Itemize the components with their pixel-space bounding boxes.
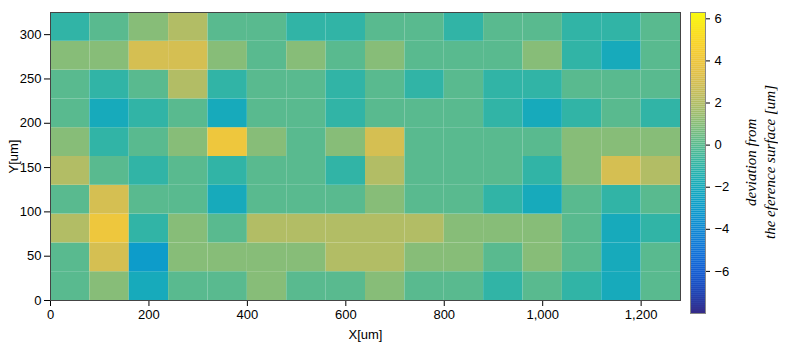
svg-text:800: 800 [433, 307, 455, 322]
svg-text:−4: −4 [715, 221, 730, 236]
svg-text:1,200: 1,200 [625, 307, 658, 322]
svg-text:200: 200 [20, 115, 42, 130]
svg-text:0: 0 [47, 307, 54, 322]
svg-text:−6: −6 [715, 264, 730, 279]
svg-text:50: 50 [27, 248, 41, 263]
svg-text:400: 400 [237, 307, 259, 322]
svg-text:600: 600 [335, 307, 357, 322]
svg-text:4: 4 [715, 53, 722, 68]
svg-text:300: 300 [20, 27, 42, 42]
svg-text:0: 0 [715, 137, 722, 152]
svg-text:150: 150 [20, 160, 42, 175]
svg-text:6: 6 [715, 11, 722, 26]
html-text:the eference surface [um]: the eference surface [um] [762, 85, 778, 239]
svg-text:0: 0 [34, 293, 41, 308]
svg-text:2: 2 [715, 95, 722, 110]
svg-text:200: 200 [138, 307, 160, 322]
svg-text:1,000: 1,000 [526, 307, 559, 322]
svg-text:−2: −2 [715, 179, 730, 194]
svg-text:100: 100 [20, 204, 42, 219]
html-text:deviation from: deviation from [743, 118, 759, 206]
svg-text:Y[um]: Y[um] [6, 140, 21, 174]
svg-text:X[um]: X[um] [349, 327, 383, 342]
svg-text:250: 250 [20, 71, 42, 86]
